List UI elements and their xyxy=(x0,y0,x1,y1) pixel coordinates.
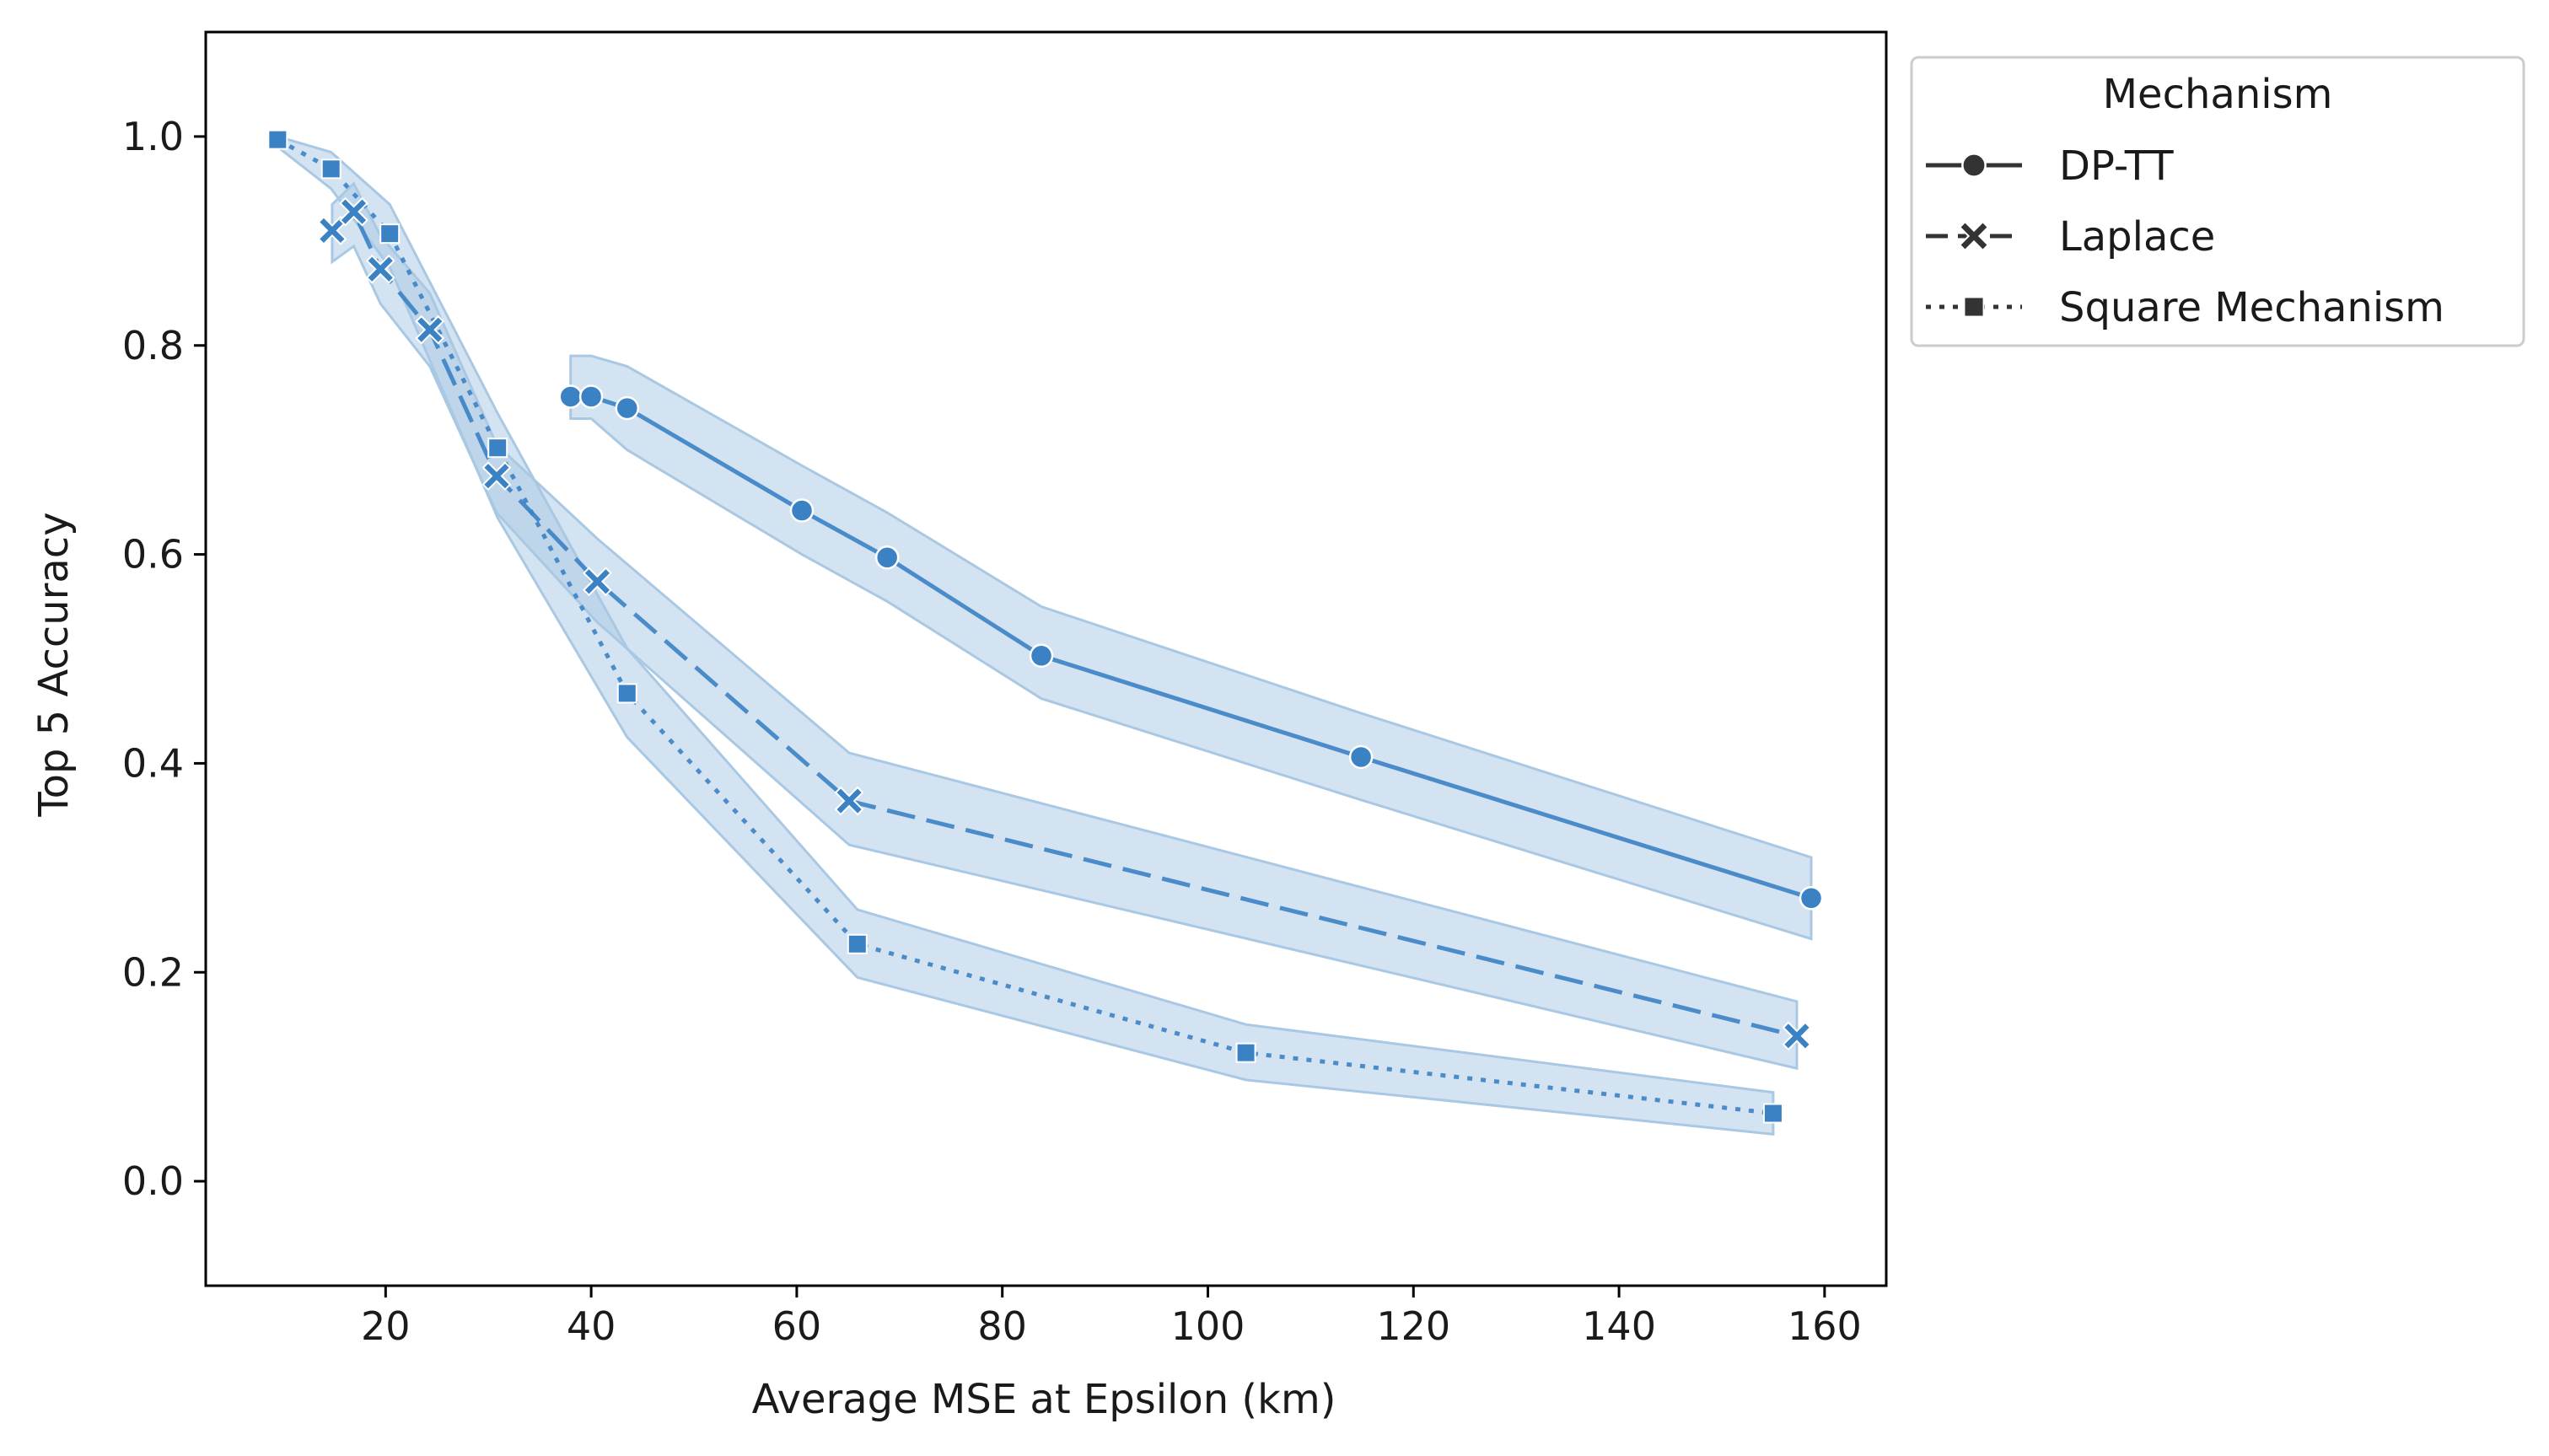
dp-tt-point xyxy=(578,384,604,409)
legend-dp-tt-label: DP-TT xyxy=(2059,142,2174,190)
legend-title: Mechanism xyxy=(2103,71,2333,118)
legend-items: DP-TT Laplace Square Mechanism xyxy=(1926,142,2444,331)
x-axis-label: Average MSE at Epsilon (km) xyxy=(752,1376,1336,1423)
y-tick-label: 0.8 xyxy=(122,323,184,368)
x-tick-label: 40 xyxy=(567,1303,616,1349)
square-mechanism-point xyxy=(487,438,508,459)
legend-square-mechanism-label: Square Mechanism xyxy=(2059,284,2444,331)
dp-tt-point xyxy=(1799,886,1824,911)
series-markers xyxy=(267,129,1824,1124)
laplace-point xyxy=(481,461,512,492)
square-mechanism-ci-band xyxy=(276,134,1775,1136)
legend-square-mechanism-marker xyxy=(1963,296,1985,318)
dp-tt-ci-band xyxy=(569,354,1813,941)
dp-tt-point xyxy=(1029,643,1054,669)
y-tick-label: 0.0 xyxy=(122,1158,184,1204)
square-mechanism-line xyxy=(277,137,1774,1116)
square-mechanism-point xyxy=(616,683,637,704)
x-tick-label: 140 xyxy=(1582,1303,1656,1349)
laplace-point xyxy=(583,567,612,597)
x-tick-label: 60 xyxy=(772,1303,822,1349)
dp-tt-point xyxy=(1348,744,1374,770)
y-tick-label: 0.6 xyxy=(122,532,184,578)
y-tick-label: 0.4 xyxy=(122,740,184,786)
y-axis: 0.0 0.2 0.4 0.6 0.8 1.0 xyxy=(122,114,206,1204)
dp-tt-point xyxy=(789,498,815,523)
laplace-point xyxy=(317,216,347,245)
x-tick-label: 80 xyxy=(977,1303,1027,1349)
square-mechanism-point xyxy=(267,129,288,150)
legend-box xyxy=(1910,56,2525,347)
plot-area xyxy=(204,30,1888,1287)
x-tick-label: 20 xyxy=(361,1303,411,1349)
legend-dp-tt-marker xyxy=(1961,153,1987,178)
square-mechanism-point xyxy=(1235,1042,1256,1063)
legend-laplace-marker xyxy=(1958,220,1990,252)
laplace-line xyxy=(331,208,1798,1039)
laplace-point xyxy=(415,314,445,345)
y-tick-label: 1.0 xyxy=(122,114,184,159)
legend-laplace-label: Laplace xyxy=(2059,213,2215,261)
laplace-point xyxy=(1782,1021,1812,1051)
legend: Mechanism DP-TT Laplace Square Mechanism xyxy=(1910,56,2525,347)
laplace-point xyxy=(365,254,395,284)
confidence-bands xyxy=(276,134,1813,1136)
laplace-point xyxy=(339,196,368,227)
y-tick-label: 0.2 xyxy=(122,949,184,995)
x-tick-label: 120 xyxy=(1376,1303,1450,1349)
y-axis-label: Top 5 Accuracy xyxy=(30,512,78,817)
x-tick-label: 160 xyxy=(1788,1303,1862,1349)
x-axis: 20 40 60 80 100 120 140 160 xyxy=(361,1286,1862,1349)
axes-frame xyxy=(204,30,1888,1287)
square-mechanism-point xyxy=(1762,1103,1783,1124)
dp-tt-point xyxy=(558,384,583,409)
square-mechanism-point xyxy=(847,933,868,954)
dp-tt-point xyxy=(874,545,900,570)
laplace-point xyxy=(834,786,864,816)
dp-tt-point xyxy=(615,395,640,421)
x-tick-label: 100 xyxy=(1171,1303,1245,1349)
square-mechanism-point xyxy=(379,223,401,244)
square-mechanism-point xyxy=(320,158,341,180)
